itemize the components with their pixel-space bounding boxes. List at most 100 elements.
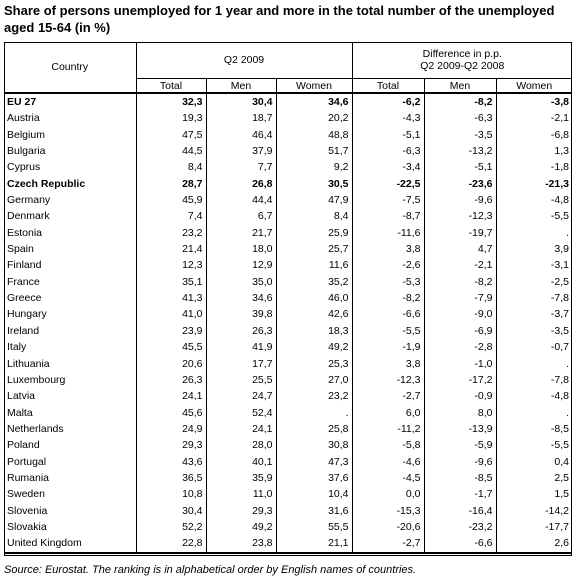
value-cell: -14,2 [495,502,572,519]
value-cell: 48,8 [275,126,352,144]
value-cell: -4,6 [351,453,424,470]
value-cell: 25,3 [275,355,352,372]
value-cell: -5,1 [351,126,424,144]
value-cell: 0,0 [351,486,424,503]
value-cell: -11,2 [351,420,424,438]
header-country: Country [51,61,89,73]
value-cell: 34,6 [205,290,276,307]
value-cell: 41,0 [135,306,206,323]
value-cell: 28,0 [205,437,276,454]
value-cell: -9,6 [423,453,496,470]
country-cell: Bulgaria [7,145,46,158]
value-cell: -20,6 [351,518,424,536]
value-cell: 28,7 [135,175,206,193]
value-cell: 10,8 [135,486,206,503]
table-row: Bulgaria 44,5 37,9 51,7 -6,3 -13,2 1,3 [4,143,572,160]
value-cell: 6,0 [351,404,424,421]
value-cell: -11,6 [351,224,424,242]
col-header: Total [135,78,206,93]
country-cell: Slovenia [7,504,48,517]
country-cell: Luxembourg [7,373,66,386]
value-cell: 35,9 [205,469,276,487]
value-cell: 26,3 [135,371,206,389]
table-row: Rumania 36,5 35,9 37,6 -4,5 -8,5 2,5 [4,469,572,487]
value-cell: -0,7 [495,339,572,356]
header-difference-line2: Q2 2009-Q2 2008 [420,60,505,72]
value-cell: -2,7 [351,388,424,405]
value-cell: -9,0 [423,306,496,323]
value-cell: 6,7 [205,208,276,225]
value-cell: 21,4 [135,241,206,258]
table-row: France 35,1 35,0 35,2 -5,3 -8,2 -2,5 [4,273,572,291]
value-cell: 7,7 [205,159,276,176]
value-cell: 24,9 [135,420,206,438]
value-cell: -17,7 [495,518,572,536]
country-cell: Belgium [7,128,45,141]
country-cell: Slovakia [7,520,47,533]
value-cell: . [495,404,572,421]
value-cell: 43,6 [135,453,206,470]
country-cell: Hungary [7,308,47,321]
value-cell: 23,2 [135,224,206,242]
value-cell: -6,2 [351,91,424,111]
col-header: Men [423,78,496,93]
value-cell: 47,3 [275,453,352,470]
value-cell: -13,2 [423,143,496,160]
value-cell: -22,5 [351,175,424,193]
country-cell: France [7,275,40,288]
value-cell: -5,5 [351,322,424,340]
value-cell: -6,3 [351,143,424,160]
country-cell: Rumania [7,471,50,484]
value-cell: 34,6 [275,91,352,111]
value-cell: -6,6 [423,535,496,554]
value-cell: 46,4 [205,126,276,144]
table-row: Sweden 10,8 11,0 10,4 0,0 -1,7 1,5 [4,486,572,503]
value-cell: -5,8 [351,437,424,454]
country-cell: Poland [7,439,40,452]
value-cell: 46,0 [275,290,352,307]
value-cell: -8,7 [351,208,424,225]
value-cell: 49,2 [205,518,276,536]
country-cell: Germany [7,194,51,207]
value-cell: -3,5 [495,322,572,340]
table-body: EU 27 32,3 30,4 34,6 -6,2 -8,2 -3,8 Austria 19,3… [4,91,572,554]
value-cell: 3,8 [351,241,424,258]
value-cell: 8,0 [423,404,496,421]
table-row: United Kingdom 22,8 23,8 21,1 -2,7 -6,6 2,6 [4,535,572,554]
value-cell: -0,9 [423,388,496,405]
value-cell: -8,2 [423,273,496,291]
source-note: Source: Eurostat. The ranking is in alph… [4,564,417,576]
value-cell: 24,7 [205,388,276,405]
value-cell: 23,9 [135,322,206,340]
col-header: Women [275,78,352,93]
value-cell: 41,3 [135,290,206,307]
value-cell: 47,5 [135,126,206,144]
table-row: Estonia 23,2 21,7 25,9 -11,6 -19,7. [4,224,572,242]
country-cell: Sweden [7,488,45,501]
value-cell: -3,1 [495,257,572,274]
value-cell: 29,3 [205,502,276,519]
value-cell: -4,8 [495,388,572,405]
value-cell: 55,5 [275,518,352,536]
value-cell: -2,8 [423,339,496,356]
value-cell: -5,5 [495,208,572,225]
value-cell: -5,1 [423,159,496,176]
value-cell: -8,5 [423,469,496,487]
table-row: Ireland 23,9 26,3 18,3 -5,5 -6,9 -3,5 [4,322,572,340]
value-cell: -2,6 [351,257,424,274]
value-cell: 30,4 [205,91,276,111]
table-row: Hungary 41,0 39,8 42,6 -6,6 -9,0 -3,7 [4,306,572,323]
value-cell: -8,5 [495,420,572,438]
value-cell: 11,0 [205,486,276,503]
value-cell: 11,6 [275,257,352,274]
value-cell: 2,5 [495,469,572,487]
value-cell: 20,2 [275,110,352,127]
country-cell: Lithuania [7,357,50,370]
value-cell: 26,8 [205,175,276,193]
table-row: EU 27 32,3 30,4 34,6 -6,2 -8,2 -3,8 [4,91,572,111]
value-cell: -23,6 [423,175,496,193]
table-row: Italy 45,5 41,9 49,2 -1,9 -2,8 -0,7 [4,339,572,356]
value-cell: -21,3 [495,175,572,193]
value-cell: 26,3 [205,322,276,340]
value-cell: -7,8 [495,290,572,307]
